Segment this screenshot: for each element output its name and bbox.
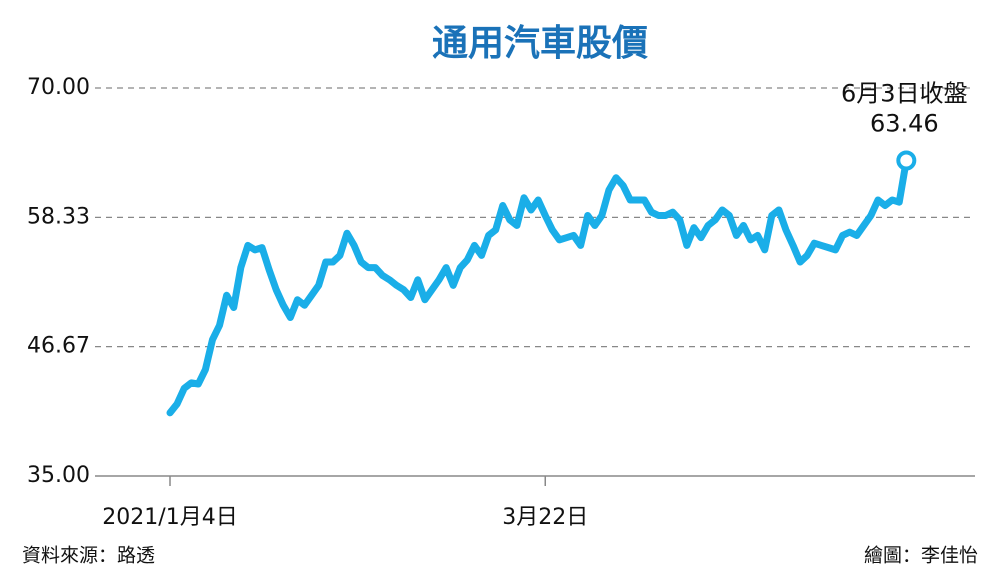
annotation: 6月3日收盤 bbox=[841, 80, 968, 108]
y-tick-label: 35.00 bbox=[27, 463, 90, 488]
y-tick-label: 46.67 bbox=[27, 334, 90, 359]
x-tick-label: 3月22日 bbox=[502, 505, 588, 530]
x-tick-label: 2021/1月4日 bbox=[102, 505, 237, 530]
end-point bbox=[896, 150, 917, 171]
source: 資料來源：路透 bbox=[22, 545, 155, 567]
credit: 繪圖：李佳怡 bbox=[864, 545, 978, 567]
value-label: 63.46 bbox=[870, 110, 939, 138]
chart-title: 通用汽車股價 bbox=[432, 23, 648, 64]
y-tick-label: 70.00 bbox=[27, 75, 90, 100]
y-tick-label: 58.33 bbox=[27, 204, 90, 229]
price-line bbox=[166, 157, 910, 417]
